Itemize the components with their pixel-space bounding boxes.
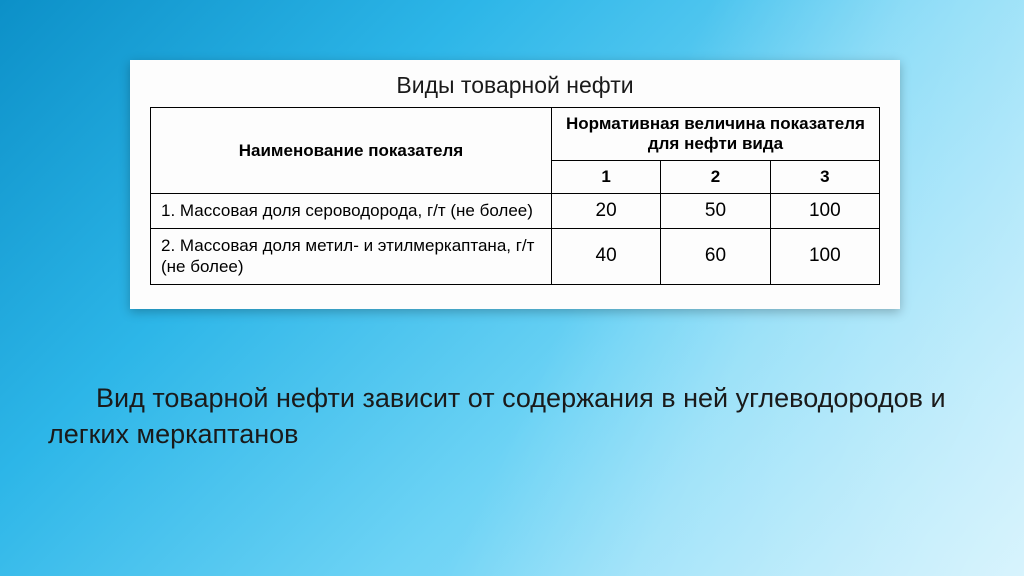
row-val-3: 100: [770, 229, 879, 285]
table-header-row-1: Наименование показателя Нормативная вели…: [151, 108, 880, 161]
oil-types-table: Наименование показателя Нормативная вели…: [150, 107, 880, 285]
row-val-2: 60: [661, 229, 770, 285]
row-val-2: 50: [661, 194, 770, 229]
col-header-2: 2: [661, 161, 770, 194]
row-val-3: 100: [770, 194, 879, 229]
table-row: 1. Массовая доля сероводорода, г/т (не б…: [151, 194, 880, 229]
row-name: 1. Массовая доля сероводорода, г/т (не б…: [151, 194, 552, 229]
col-header-3: 3: [770, 161, 879, 194]
row-val-1: 20: [551, 194, 660, 229]
row-val-1: 40: [551, 229, 660, 285]
table-title: Виды товарной нефти: [150, 72, 880, 99]
table-row: 2. Массовая доля метил- и этилмеркаптана…: [151, 229, 880, 285]
col-header-name: Наименование показателя: [151, 108, 552, 194]
slide-caption: Вид товарной нефти зависит от содержания…: [48, 380, 1014, 453]
col-header-norm: Нормативная величина показателя для нефт…: [551, 108, 879, 161]
col-header-1: 1: [551, 161, 660, 194]
row-name: 2. Массовая доля метил- и этилмеркаптана…: [151, 229, 552, 285]
table-card: Виды товарной нефти Наименование показат…: [130, 60, 900, 309]
